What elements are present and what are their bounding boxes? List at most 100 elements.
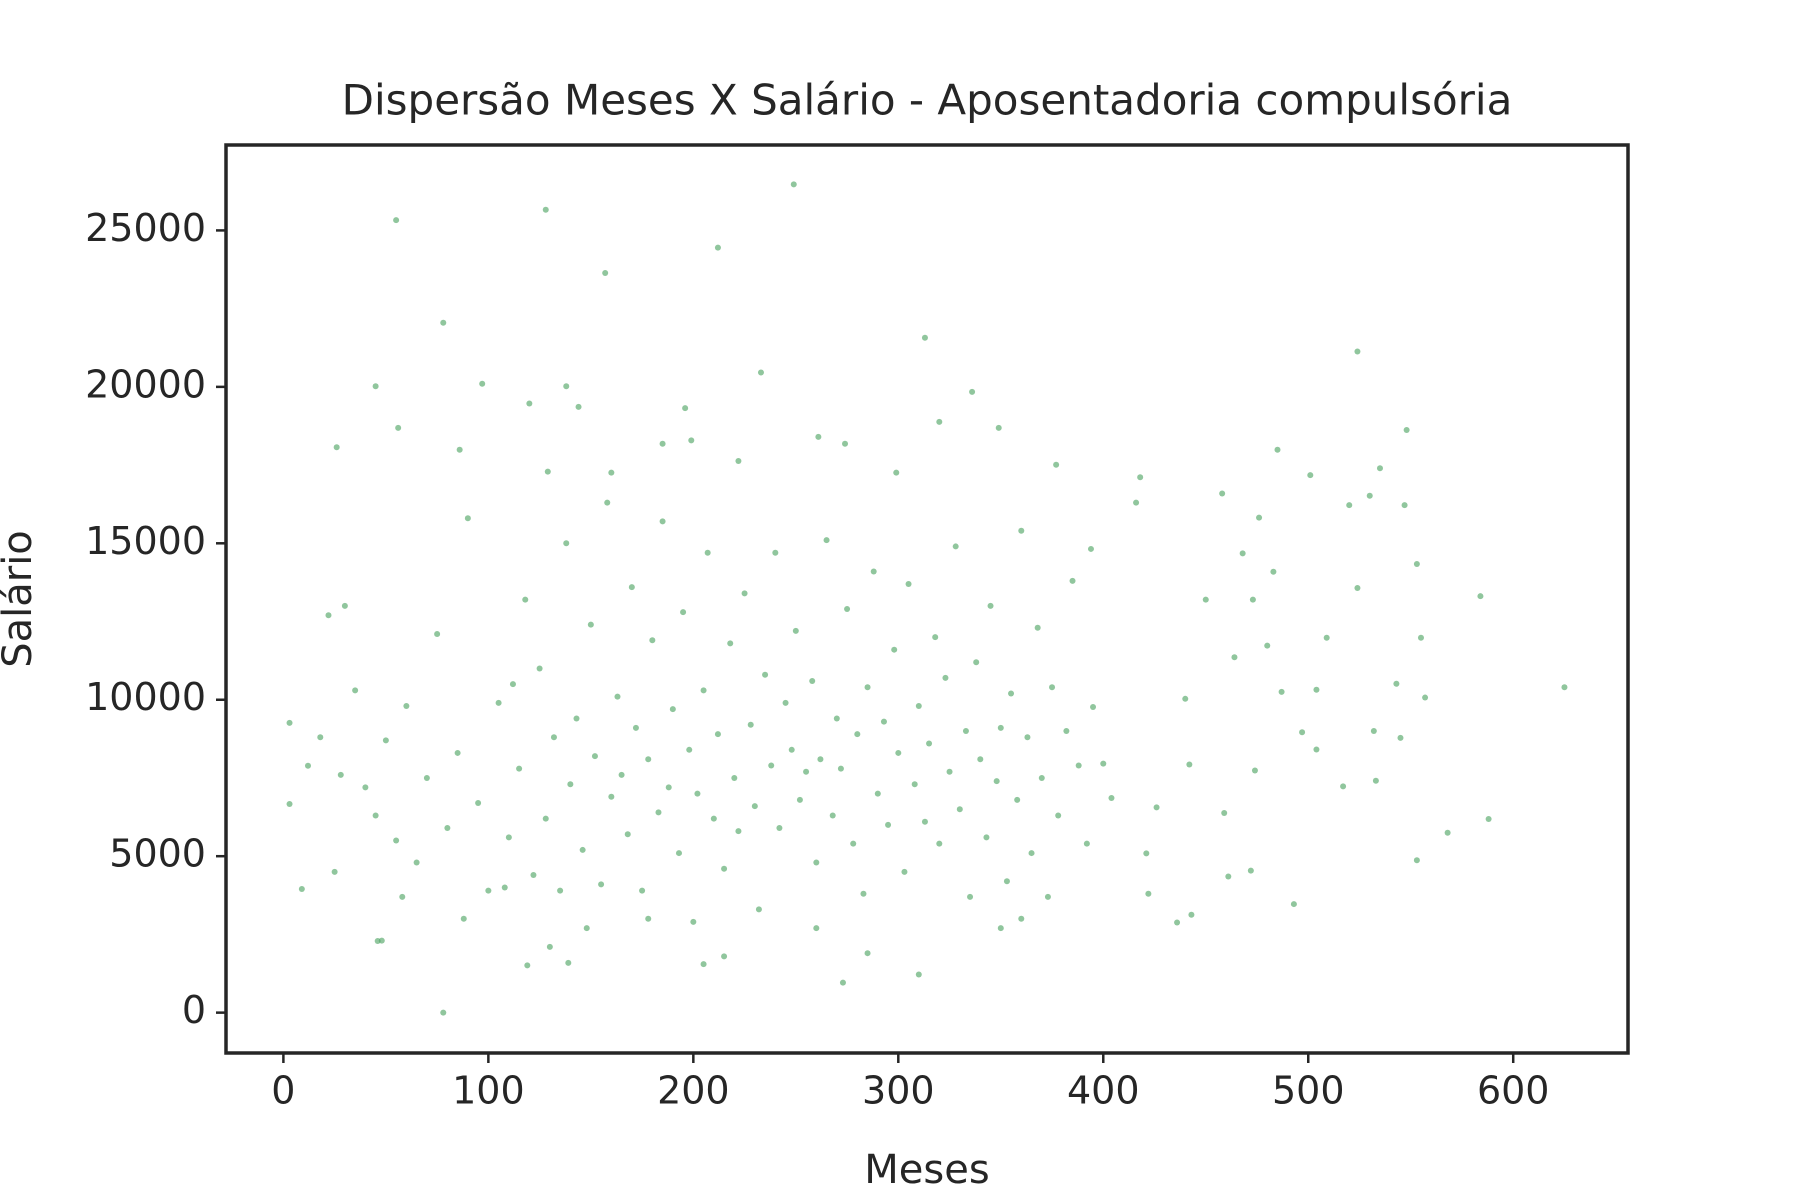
point [915, 971, 922, 978]
point [1403, 427, 1410, 434]
plot-frame [224, 143, 1630, 1055]
point [645, 756, 652, 763]
point [579, 846, 586, 853]
point [495, 699, 502, 706]
point [382, 737, 389, 744]
point [639, 887, 646, 894]
point [1397, 734, 1404, 741]
point [870, 568, 877, 575]
point [317, 734, 324, 741]
point [602, 269, 609, 276]
point [665, 784, 672, 791]
point [659, 440, 666, 447]
point [762, 671, 769, 678]
point [649, 637, 656, 644]
point [542, 206, 549, 213]
point [362, 784, 369, 791]
point [776, 825, 783, 832]
point [690, 918, 697, 925]
point [372, 383, 379, 390]
point [1401, 502, 1408, 509]
point [891, 646, 898, 653]
point [757, 369, 764, 376]
point [1202, 596, 1209, 603]
point [1239, 550, 1246, 557]
point [1485, 815, 1492, 822]
point [1256, 514, 1263, 521]
point [1249, 596, 1256, 603]
point [456, 446, 463, 453]
point [772, 549, 779, 556]
point [788, 746, 795, 753]
point [735, 458, 742, 465]
point [1422, 694, 1429, 701]
y-tick-label: 10000 [85, 675, 206, 719]
point [936, 840, 943, 847]
point [839, 979, 846, 986]
point [969, 388, 976, 395]
x-tick-label: 400 [1067, 1069, 1140, 1113]
point [1413, 857, 1420, 864]
point [995, 424, 1002, 431]
point [1417, 634, 1424, 641]
chart-title: Dispersão Meses X Salário - Aposentadori… [342, 76, 1513, 125]
point [1370, 728, 1377, 735]
point [714, 244, 721, 251]
point [1561, 684, 1568, 691]
point [921, 818, 928, 825]
point [298, 886, 305, 893]
point [286, 800, 293, 807]
point [1083, 840, 1090, 847]
point [1354, 585, 1361, 592]
point [563, 540, 570, 547]
point [575, 403, 582, 410]
point [1444, 829, 1451, 836]
point [1018, 527, 1025, 534]
point [915, 703, 922, 710]
point [395, 424, 402, 431]
point [1182, 695, 1189, 702]
point [557, 887, 564, 894]
point [550, 734, 557, 741]
point [567, 781, 574, 788]
point [501, 884, 508, 891]
point [378, 937, 385, 944]
point [565, 959, 572, 966]
point [1393, 680, 1400, 687]
point [464, 515, 471, 522]
point [1075, 762, 1082, 769]
point [1307, 472, 1314, 479]
point [704, 549, 711, 556]
point [516, 765, 523, 772]
point [686, 746, 693, 753]
point [997, 724, 1004, 731]
point [1313, 746, 1320, 753]
point [1133, 499, 1140, 506]
point [1137, 474, 1144, 481]
point [946, 768, 953, 775]
point [1186, 761, 1193, 768]
point [1034, 624, 1041, 631]
point [1063, 728, 1070, 735]
y-tick-label: 15000 [85, 519, 206, 563]
point [1024, 734, 1031, 741]
point [688, 437, 695, 444]
point [573, 715, 580, 722]
point [987, 602, 994, 609]
point [399, 893, 406, 900]
point [997, 925, 1004, 932]
point [1145, 890, 1152, 897]
y-tick-label: 5000 [109, 832, 206, 876]
point [973, 659, 980, 666]
point [1376, 465, 1383, 472]
point [1372, 777, 1379, 784]
point [1247, 867, 1254, 874]
point [768, 762, 775, 769]
x-tick-label: 200 [657, 1069, 730, 1113]
point [942, 674, 949, 681]
x-tick-label: 600 [1477, 1069, 1550, 1113]
point [1231, 654, 1238, 661]
point [341, 602, 348, 609]
point [522, 596, 529, 603]
